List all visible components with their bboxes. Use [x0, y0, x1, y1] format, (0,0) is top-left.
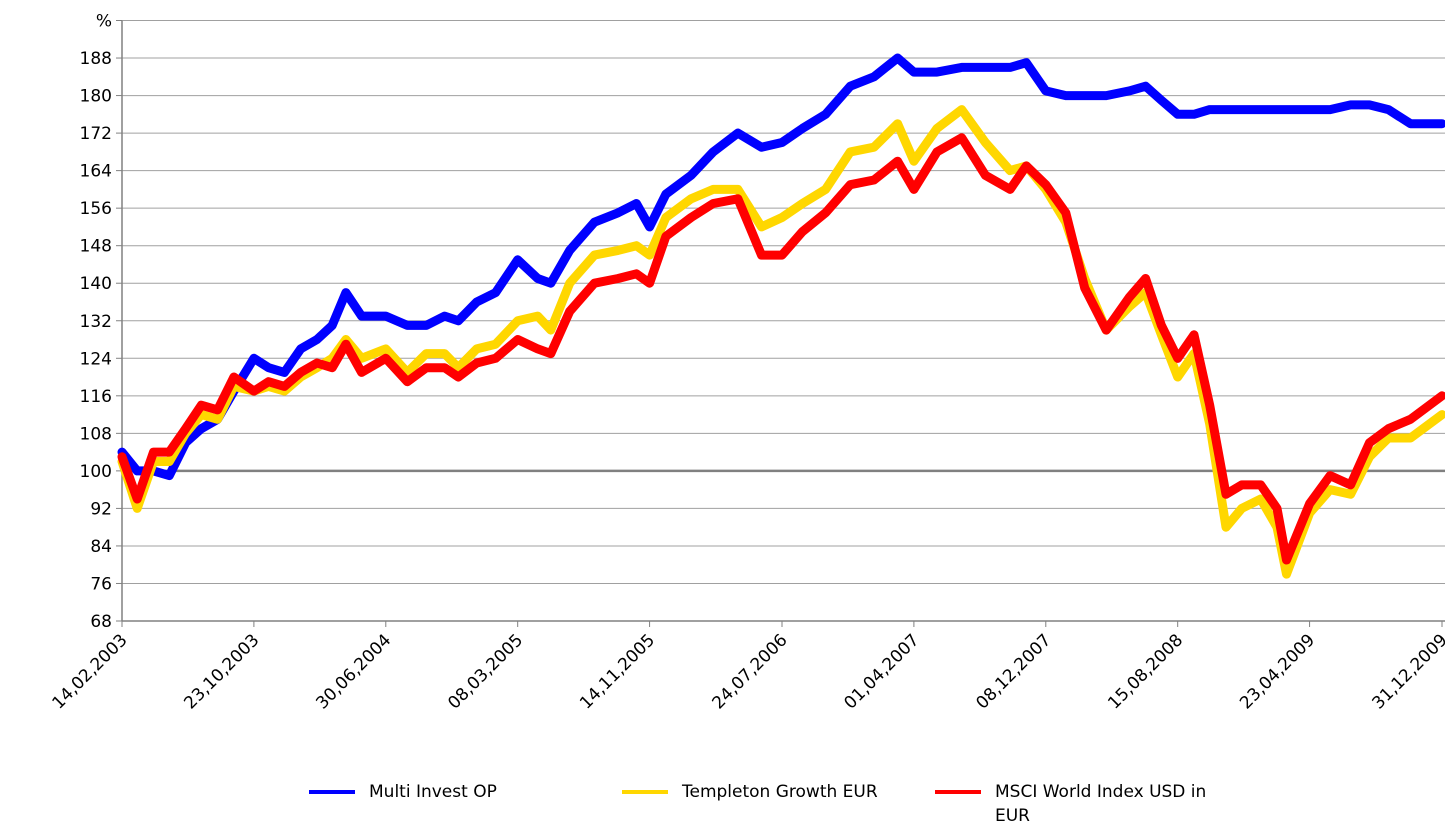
- legend-swatch: [935, 790, 981, 794]
- y-tick-label: 68: [90, 612, 112, 632]
- y-tick-label: 180: [80, 87, 112, 107]
- legend-swatch: [622, 790, 668, 794]
- y-tick-label: 148: [80, 237, 112, 257]
- legend-item: Multi Invest OP: [305, 780, 618, 828]
- y-tick-label: 132: [80, 312, 112, 332]
- x-tick-label: 24,07,2006: [709, 630, 792, 713]
- x-tick-label: 31,12,2009: [1369, 630, 1445, 713]
- legend-item: Templeton Growth EUR: [618, 780, 931, 828]
- y-tick-label: 124: [80, 349, 112, 369]
- x-tick-label: 08,12,2007: [972, 630, 1055, 713]
- series-line: [117, 133, 1445, 565]
- x-tick-label: 14,02,2003: [49, 630, 132, 713]
- y-tick-label: 172: [80, 124, 112, 144]
- x-tick-label: 08,03,2005: [444, 630, 527, 713]
- y-tick-label: 84: [90, 537, 112, 557]
- y-tick-label: 76: [90, 574, 112, 594]
- x-tick-label: 30,06,2004: [312, 630, 395, 713]
- series-line: [117, 53, 1445, 481]
- x-tick-label: 01,04,2007: [840, 630, 923, 713]
- y-tick-label: 140: [80, 274, 112, 294]
- y-tick-label: 92: [90, 499, 112, 519]
- x-tick-label: 15,08,2008: [1104, 630, 1187, 713]
- x-tick-label: 23,10,2003: [180, 630, 263, 713]
- y-tick-label: 164: [80, 162, 112, 182]
- y-tick-label: 108: [80, 424, 112, 444]
- x-tick-label: 23,04,2009: [1236, 630, 1319, 713]
- legend-label: Templeton Growth EUR: [682, 782, 878, 802]
- y-tick-label: 188: [80, 49, 112, 69]
- y-tick-label: 100: [80, 462, 112, 482]
- x-tick-label: 14,11,2005: [576, 630, 659, 713]
- y-tick-label: 116: [80, 387, 112, 407]
- y-tick-label: %: [96, 12, 112, 32]
- y-tick-label: 156: [80, 199, 112, 219]
- chart: 68 76 84 92 100 108 116 124 132 140 148 156 164 172 18…: [49, 12, 1445, 713]
- legend-item: MSCI World Index USD in EUR: [931, 780, 1244, 828]
- legend-label: MSCI World Index USD in EUR: [995, 782, 1207, 826]
- legend-swatch: [309, 790, 355, 794]
- legend: Multi Invest OP Templeton Growth EUR MSCI …: [305, 780, 1244, 828]
- legend-label: Multi Invest OP: [369, 782, 497, 802]
